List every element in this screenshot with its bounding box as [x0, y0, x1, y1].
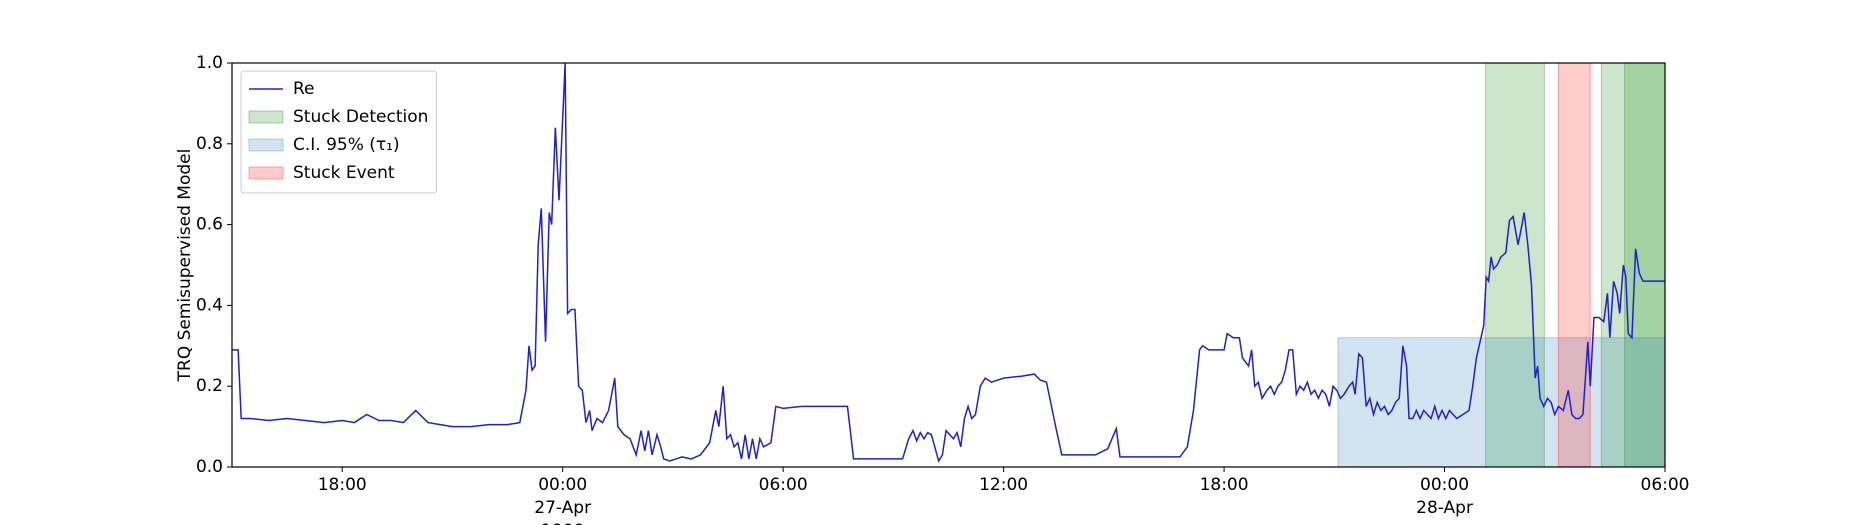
y-tick-label: 0.8 — [196, 134, 223, 154]
y-tick-label: 0.6 — [196, 215, 223, 235]
x-tick-label: 00:00 27-Apr 1900 — [534, 475, 592, 525]
legend-box — [240, 70, 437, 194]
y-tick-label: 0.0 — [196, 457, 223, 477]
legend-label: C.I. 95% (τ₁) — [293, 135, 400, 155]
legend-swatch — [248, 110, 284, 124]
x-tick-label: 18:00 — [317, 475, 367, 495]
legend-swatch — [248, 138, 284, 152]
y-axis-label: TRQ Semisupervised Model — [175, 149, 195, 383]
legend: Re Stuck Detection C.I. 95% (τ₁) Stuck Even… — [240, 70, 437, 194]
band — [1557, 62, 1591, 468]
legend-swatch — [248, 166, 284, 180]
legend-label: Stuck Event — [293, 163, 395, 183]
band — [1337, 337, 1666, 468]
plot-frame — [231, 62, 1666, 468]
y-tick-label: 1.0 — [196, 53, 223, 73]
band — [1600, 62, 1666, 468]
y-tick-label: 0.4 — [196, 295, 223, 315]
x-tick-label: 00:00 28-Apr — [1416, 475, 1473, 518]
legend-label: Stuck Detection — [293, 107, 428, 127]
x-tick-label: 18:00 — [1199, 475, 1249, 495]
x-tick-label: 06:00 — [758, 475, 808, 495]
x-tick-label: 06:00 — [1640, 475, 1690, 495]
y-tick-label: 0.2 — [196, 376, 223, 396]
x-tick-label: 12:00 — [979, 475, 1029, 495]
data-line — [232, 62, 1665, 463]
legend-label: Re — [293, 79, 315, 99]
band — [1485, 62, 1545, 468]
